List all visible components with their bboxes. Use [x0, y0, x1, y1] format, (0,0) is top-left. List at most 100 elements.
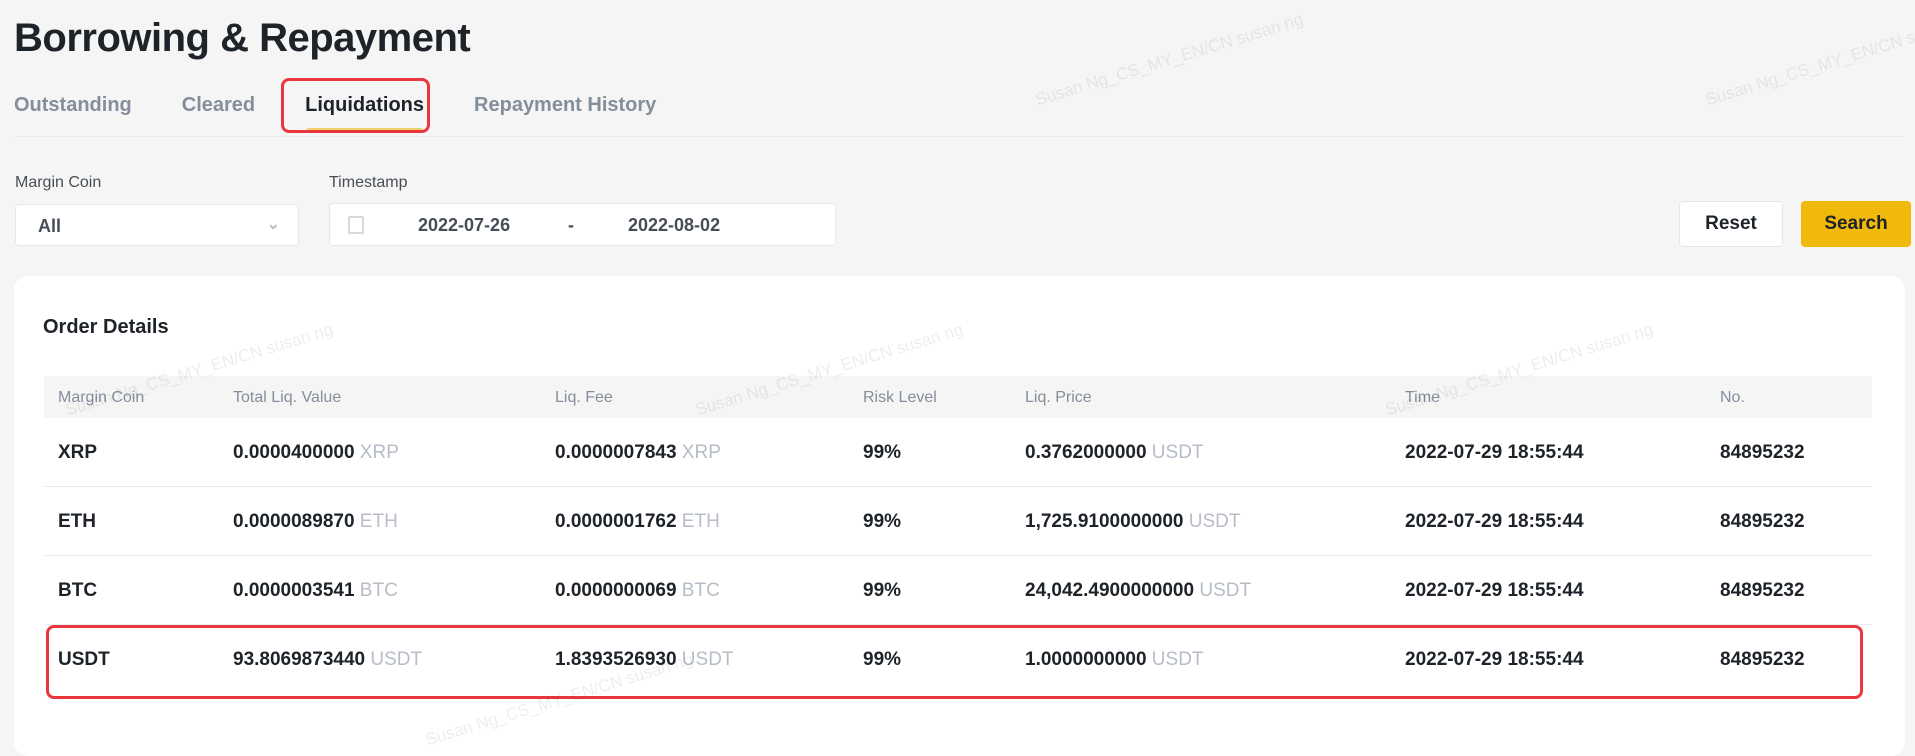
date-separator: -: [568, 215, 574, 235]
header-total-liq-value: Total Liq. Value: [233, 389, 342, 406]
header-time: Time: [1405, 389, 1440, 406]
header-margin-coin: Margin Coin: [58, 389, 145, 406]
search-button[interactable]: Search: [1801, 201, 1911, 247]
cell-fee-value: 1.8393526930: [555, 649, 677, 670]
tab-liquidations[interactable]: Liquidations: [305, 94, 424, 131]
cell-no: 84895232: [1720, 442, 1805, 464]
order-details-card: [14, 276, 1905, 756]
cell-price-value: 0.3762000000: [1025, 442, 1147, 463]
cell-total-value: 0.0000003541: [233, 580, 355, 601]
cell-risk-value: 99%: [863, 580, 902, 601]
cell-price: 0.3762000000 USDT: [1025, 442, 1204, 464]
cell-coin-value: USDT: [58, 649, 110, 670]
cell-time-value: 2022-07-29 18:55:44: [1405, 511, 1584, 532]
cell-price: 24,042.4900000000 USDT: [1025, 580, 1251, 602]
header-risk-level: Risk Level: [863, 389, 937, 406]
cell-coin-value: XRP: [58, 442, 98, 463]
cell-unit: BTC: [359, 580, 398, 601]
cell-price-value: 24,042.4900000000: [1025, 580, 1195, 601]
cell-coin-value: BTC: [58, 580, 98, 601]
date-range-picker[interactable]: 2022-07-26 - 2022-08-02: [329, 203, 836, 246]
cell-fee-value: 0.0000001762: [555, 511, 677, 532]
cell-no: 84895232: [1720, 580, 1805, 602]
cell-unit: USDT: [370, 649, 423, 670]
cell-coin: USDT: [58, 649, 110, 671]
watermark: Susan Ng_CS_MY_EN/CN susan ng: [1703, 10, 1915, 110]
cell-unit: USDT: [1151, 649, 1204, 670]
cell-unit: BTC: [681, 580, 720, 601]
timestamp-label: Timestamp: [329, 174, 408, 191]
cell-fee: 1.8393526930 USDT: [555, 649, 734, 671]
cell-unit: USDT: [1199, 580, 1252, 601]
cell-coin: BTC: [58, 580, 97, 602]
cell-risk: 99%: [863, 442, 901, 464]
margin-coin-value: All: [38, 216, 62, 236]
cell-no-value: 84895232: [1720, 511, 1805, 532]
cell-coin-value: ETH: [58, 511, 96, 532]
cell-unit: USDT: [681, 649, 734, 670]
calendar-icon: [348, 216, 364, 234]
cell-risk: 99%: [863, 511, 901, 533]
reset-button[interactable]: Reset: [1679, 201, 1783, 247]
cell-fee-value: 0.0000000069: [555, 580, 677, 601]
table-row: BTC 0.0000003541 BTC 0.0000000069 BTC 99% 24…: [44, 556, 1872, 625]
tab-bar: Outstanding Cleared Liquidations Repayme…: [14, 94, 706, 131]
card-title: Order Details: [43, 316, 169, 338]
cell-total-value: 93.8069873440: [233, 649, 366, 670]
date-start[interactable]: 2022-07-26: [418, 215, 511, 235]
header-liq-price: Liq. Price: [1025, 389, 1092, 406]
cell-no-value: 84895232: [1720, 442, 1805, 463]
header-no: No.: [1720, 389, 1745, 406]
cell-time: 2022-07-29 18:55:44: [1405, 442, 1584, 464]
cell-unit: XRP: [681, 442, 721, 463]
cell-fee: 0.0000000069 BTC: [555, 580, 720, 602]
cell-time-value: 2022-07-29 18:55:44: [1405, 580, 1584, 601]
cell-time: 2022-07-29 18:55:44: [1405, 649, 1584, 671]
cell-coin: ETH: [58, 511, 96, 533]
cell-fee: 0.0000001762 ETH: [555, 511, 720, 533]
cell-fee: 0.0000007843 XRP: [555, 442, 721, 464]
cell-price-value: 1,725.9100000000: [1025, 511, 1184, 532]
cell-risk-value: 99%: [863, 649, 902, 670]
cell-no: 84895232: [1720, 511, 1805, 533]
cell-total: 0.0000400000 XRP: [233, 442, 399, 464]
tab-outstanding[interactable]: Outstanding: [14, 94, 132, 116]
cell-no: 84895232: [1720, 649, 1805, 671]
tab-divider: [14, 136, 1904, 137]
cell-time-value: 2022-07-29 18:55:44: [1405, 442, 1584, 463]
table-header: Margin Coin Total Liq. Value Liq. Fee Ri…: [44, 376, 1872, 418]
cell-risk: 99%: [863, 580, 901, 602]
margin-coin-select[interactable]: All ⌄: [15, 204, 299, 246]
date-end[interactable]: 2022-08-02: [628, 215, 721, 235]
cell-unit: USDT: [1188, 511, 1241, 532]
cell-fee-value: 0.0000007843: [555, 442, 677, 463]
cell-risk-value: 99%: [863, 511, 902, 532]
cell-price: 1,725.9100000000 USDT: [1025, 511, 1241, 533]
table-row: ETH 0.0000089870 ETH 0.0000001762 ETH 99% 1,…: [44, 487, 1872, 556]
cell-time: 2022-07-29 18:55:44: [1405, 511, 1584, 533]
chevron-down-icon: ⌄: [266, 216, 280, 233]
cell-price-value: 1.0000000000: [1025, 649, 1147, 670]
cell-total: 0.0000089870 ETH: [233, 511, 398, 533]
cell-unit: ETH: [681, 511, 720, 532]
cell-time: 2022-07-29 18:55:44: [1405, 580, 1584, 602]
margin-coin-label: Margin Coin: [15, 174, 102, 191]
cell-price: 1.0000000000 USDT: [1025, 649, 1204, 671]
cell-unit: XRP: [359, 442, 399, 463]
table-row: USDT 93.8069873440 USDT 1.8393526930 USDT 9…: [44, 625, 1872, 694]
cell-coin: XRP: [58, 442, 97, 464]
cell-total: 93.8069873440 USDT: [233, 649, 422, 671]
cell-unit: USDT: [1151, 442, 1204, 463]
highlight-box-row: [46, 625, 1863, 699]
page-title: Borrowing & Repayment: [14, 16, 471, 60]
tab-repayment-history[interactable]: Repayment History: [474, 94, 657, 116]
highlight-box-tab: [281, 78, 430, 133]
table-row: XRP 0.0000400000 XRP 0.0000007843 XRP 99% 0.…: [44, 418, 1872, 487]
tab-cleared[interactable]: Cleared: [181, 94, 256, 116]
watermark: Susan Ng_CS_MY_EN/CN susan ng: [1033, 9, 1306, 110]
cell-risk: 99%: [863, 649, 901, 671]
cell-unit: ETH: [359, 511, 398, 532]
cell-total-value: 0.0000400000: [233, 442, 355, 463]
cell-no-value: 84895232: [1720, 580, 1805, 601]
cell-risk-value: 99%: [863, 442, 902, 463]
